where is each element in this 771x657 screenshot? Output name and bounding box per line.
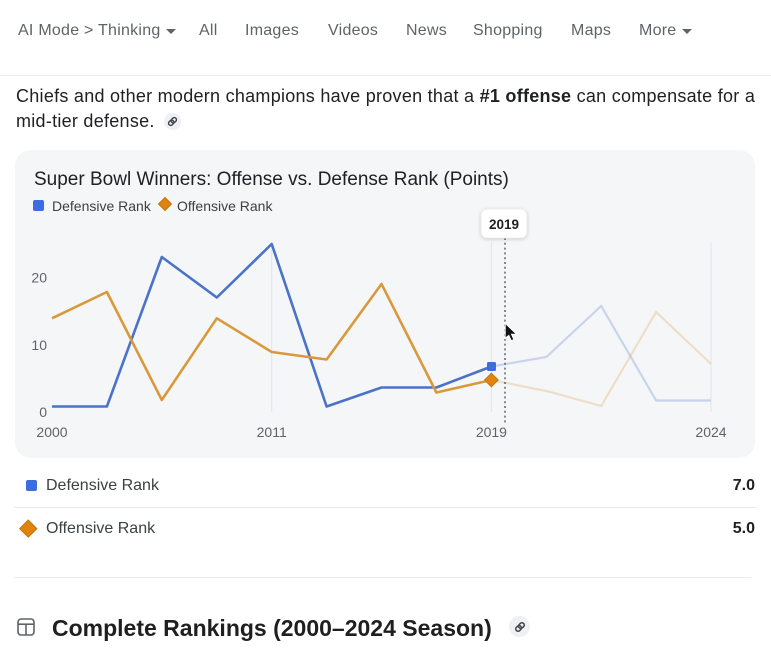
svg-text:10: 10 xyxy=(31,337,47,353)
svg-text:0: 0 xyxy=(39,404,47,420)
svg-text:2019: 2019 xyxy=(476,424,507,440)
svg-text:20: 20 xyxy=(31,270,47,286)
svg-text:2011: 2011 xyxy=(257,424,287,440)
svg-text:2024: 2024 xyxy=(695,424,726,440)
svg-text:2019: 2019 xyxy=(489,217,519,232)
svg-text:2000: 2000 xyxy=(36,424,67,440)
